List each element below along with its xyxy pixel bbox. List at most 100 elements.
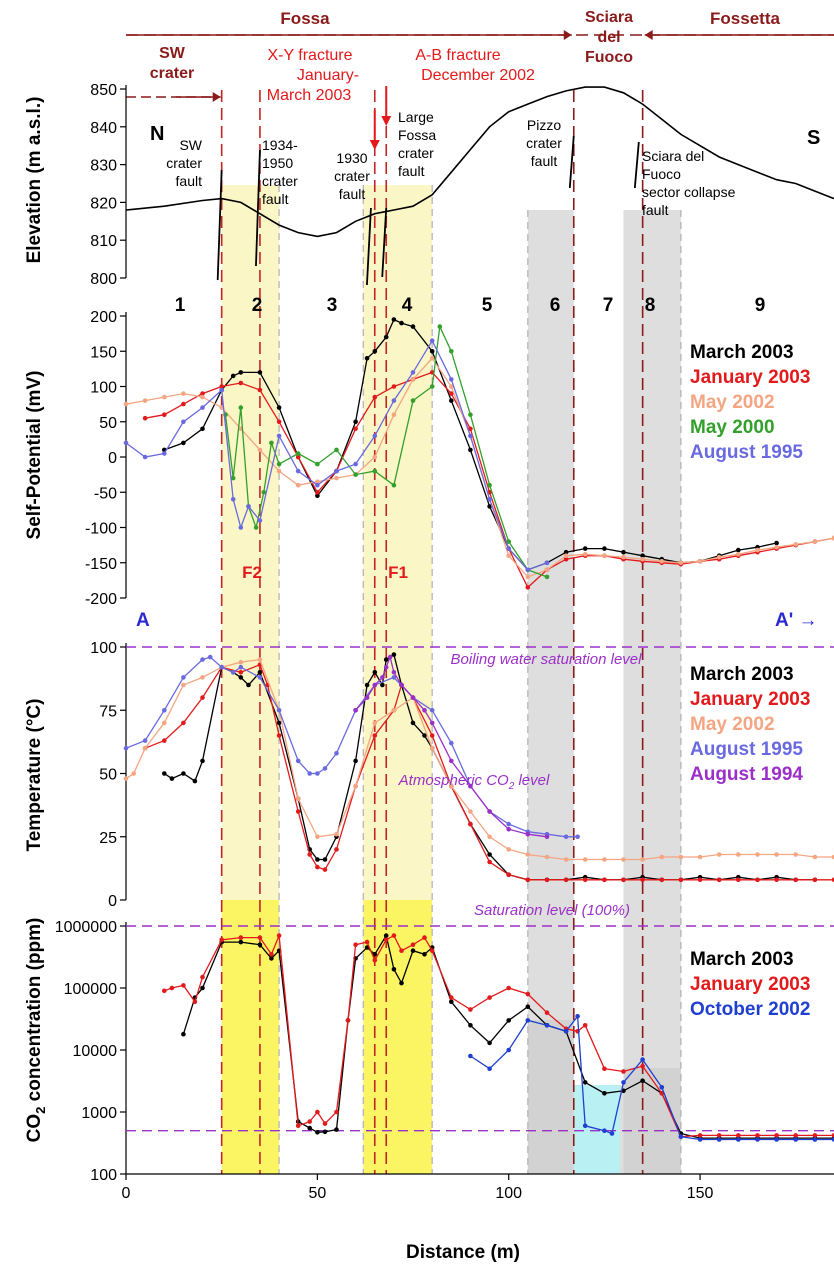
point-co2-march-2003 [315,1130,320,1135]
point-self-potential-january-2003 [142,415,148,421]
fault-label-3: Large [398,109,434,125]
point-temperature-august-1994 [429,720,435,726]
point-temperature-august-1995 [181,675,186,680]
point-co2-january-2003 [219,937,224,943]
point-self-potential-march-2003 [230,373,236,379]
point-co2-march-2003 [506,1018,512,1023]
point-temperature-august-1995 [123,745,129,751]
sciara-label-1: Sciara [585,9,633,26]
point-co2-october-2002 [831,1137,834,1142]
point-self-potential-may-2002 [506,553,512,558]
point-self-potential-january-2003 [449,391,454,396]
point-co2-january-2003 [697,1133,703,1138]
point-temperature-may-2002 [793,852,798,857]
point-self-potential-august-1995 [295,468,301,474]
point-temperature-march-2003 [162,771,167,776]
point-self-potential-january-2003 [391,384,397,389]
zone-1: 1 [175,295,186,316]
point-temperature-may-2002 [295,796,301,802]
point-self-potential-march-2003 [391,317,397,322]
band-f2-light [221,185,280,900]
point-self-potential-march-2003 [353,419,358,425]
fossetta-arrow-head [644,30,653,40]
point-self-potential-march-2003 [364,356,370,361]
y-tick-label-self-potential: 50 [99,415,117,432]
point-temperature-august-1995 [257,675,263,680]
point-temperature-january-2003 [659,877,665,883]
fault-trace-4 [568,135,575,189]
point-temperature-march-2003 [391,652,397,657]
point-self-potential-march-2003 [449,398,454,403]
fault-label-2: crater [334,168,370,184]
point-co2-march-2003 [399,980,404,986]
series-self-potential-august-1995 [125,339,548,571]
point-temperature-may-2002 [774,852,779,857]
point-self-potential-march-2003 [429,349,435,354]
sp-ylabel: Self-Potential (mV) [24,371,45,540]
point-self-potential-march-2003 [372,349,378,354]
point-self-potential-march-2003 [468,447,473,453]
xy-fracture-label-3: March 2003 [267,87,352,104]
point-temperature-march-2003 [169,776,175,781]
point-self-potential-march-2003 [383,334,389,340]
point-self-potential-may-2002 [200,394,205,400]
fault-trace-0 [216,169,223,281]
fault-label-3: crater [398,145,434,161]
point-co2-march-2003 [181,1031,186,1037]
ab-arrow-head [381,116,392,126]
point-temperature-may-2002 [238,659,244,665]
point-temperature-may-2002 [142,745,148,751]
point-self-potential-august-1995 [181,419,186,425]
y-tick-label-temperature: 0 [108,893,117,910]
point-self-potential-may-2000 [353,472,358,477]
point-self-potential-august-1995 [544,560,550,566]
band-zone-8 [623,210,681,1174]
fault-label-5: Fuoco [642,166,681,182]
fossa-label: Fossa [280,9,330,28]
point-self-potential-march-2003 [181,440,186,446]
a-label: A [136,610,150,631]
f1-label: F1 [388,563,408,582]
point-temperature-march-2003 [257,670,263,675]
point-temperature-may-2002 [468,809,473,814]
band-f1-light [363,185,433,900]
point-self-potential-may-2000 [506,539,512,544]
point-co2-january-2003 [276,933,282,938]
point-self-potential-may-2002 [697,559,703,564]
fossetta-label: Fossetta [710,9,780,28]
point-temperature-august-1995 [142,738,148,743]
point-co2-march-2003 [422,952,427,957]
point-co2-march-2003 [307,1125,313,1131]
fault-trace-5 [633,141,640,189]
point-co2-october-2002 [544,1023,550,1028]
point-self-potential-january-2003 [276,419,282,425]
point-self-potential-august-1995 [200,405,205,410]
point-temperature-august-1994 [372,682,378,688]
point-temperature-march-2003 [422,733,427,738]
x-tick-label: 150 [687,1185,714,1202]
band-f1-co2 [363,900,433,1174]
series-temperature-august-1995 [125,656,578,838]
point-self-potential-may-2002 [372,454,378,460]
point-self-potential-may-2000 [315,461,320,467]
point-temperature-january-2003 [295,809,301,814]
point-temperature-august-1995 [295,758,301,764]
point-temperature-may-2002 [506,847,512,852]
point-self-potential-may-2000 [253,525,259,530]
y-tick-label-elevation: 810 [90,233,117,250]
point-co2-january-2003 [449,995,454,1000]
point-self-potential-may-2002 [449,384,454,389]
y-tick-label-self-potential: -50 [94,485,117,502]
point-temperature-august-1995 [230,670,236,675]
point-temperature-january-2003 [506,872,512,877]
point-temperature-august-1994 [391,670,397,675]
point-self-potential-may-2000 [487,482,492,488]
zone-6: 6 [550,295,561,316]
point-co2-january-2003 [659,1091,665,1096]
a-prime-label: A' → [775,610,818,631]
y-tick-label-co2: 100000 [64,981,117,998]
point-co2-january-2003 [383,937,389,943]
point-temperature-may-2002 [755,852,760,857]
point-co2-january-2003 [192,999,198,1005]
point-co2-march-2003 [257,942,263,947]
